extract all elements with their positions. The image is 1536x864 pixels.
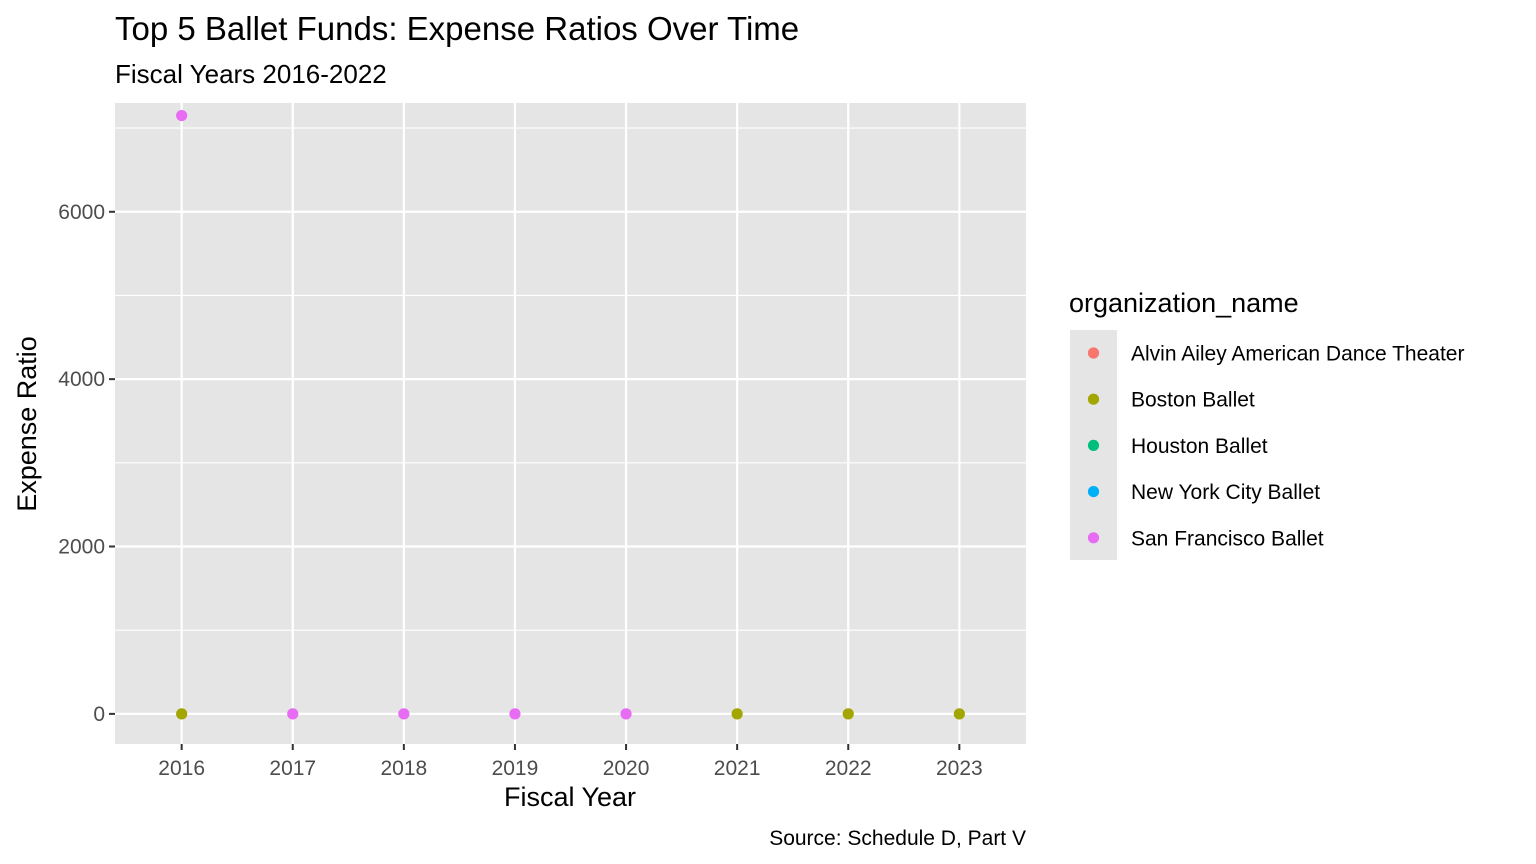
chart-subtitle: Fiscal Years 2016-2022 [115,59,387,89]
data-point [731,708,743,720]
axis-ticks [109,210,961,750]
legend-label: Houston Ballet [1131,435,1268,458]
legend-label: San Francisco Ballet [1131,527,1324,550]
x-tick-label: 2020 [603,757,650,780]
data-point [176,708,188,720]
x-tick-label: 2022 [825,757,872,780]
legend-key [1087,486,1100,498]
legend-key [1087,347,1100,359]
legend-items: Alvin Ailey American Dance Theater Boston… [1087,343,1464,550]
data-point [953,708,965,720]
grid-major [115,103,1026,744]
x-tick-label: 2016 [158,757,205,780]
legend-label: Alvin Ailey American Dance Theater [1131,343,1464,366]
legend-label: Boston Ballet [1131,389,1255,412]
legend-label: New York City Ballet [1131,481,1320,504]
y-tick-label: 6000 [58,201,105,224]
data-point [176,109,188,122]
y-tick-label: 2000 [58,536,105,559]
x-axis-title: Fiscal Year [504,782,636,812]
x-tick-label: 2023 [936,757,983,780]
data-point [287,708,299,720]
chart-caption: Source: Schedule D, Part V [769,827,1026,850]
x-tick-label: 2021 [714,757,761,780]
y-axis-title: Expense Ratio [12,336,42,512]
data-point [398,708,410,720]
plot-panel [115,103,1026,744]
grid-minor [115,127,1026,631]
x-tick-label: 2018 [380,757,427,780]
chart-title: Top 5 Ballet Funds: Expense Ratios Over … [115,10,799,47]
data-point [842,708,854,720]
data-point [509,708,521,720]
legend-key [1087,393,1100,405]
legend-key [1087,532,1100,544]
legend-title: organization_name [1069,288,1299,318]
x-tick-label: 2017 [269,757,316,780]
axis-tick-labels: 0 2000 4000 6000 2016 2017 2018 2019 2020 2021 202… [58,201,982,780]
legend: organization_name Alvin Ailey American D… [1069,288,1464,560]
legend-key [1087,439,1100,451]
y-tick-label: 4000 [58,368,105,391]
data-point [620,708,632,720]
data-points [176,109,965,720]
y-tick-label: 0 [93,703,105,726]
x-tick-label: 2019 [492,757,539,780]
